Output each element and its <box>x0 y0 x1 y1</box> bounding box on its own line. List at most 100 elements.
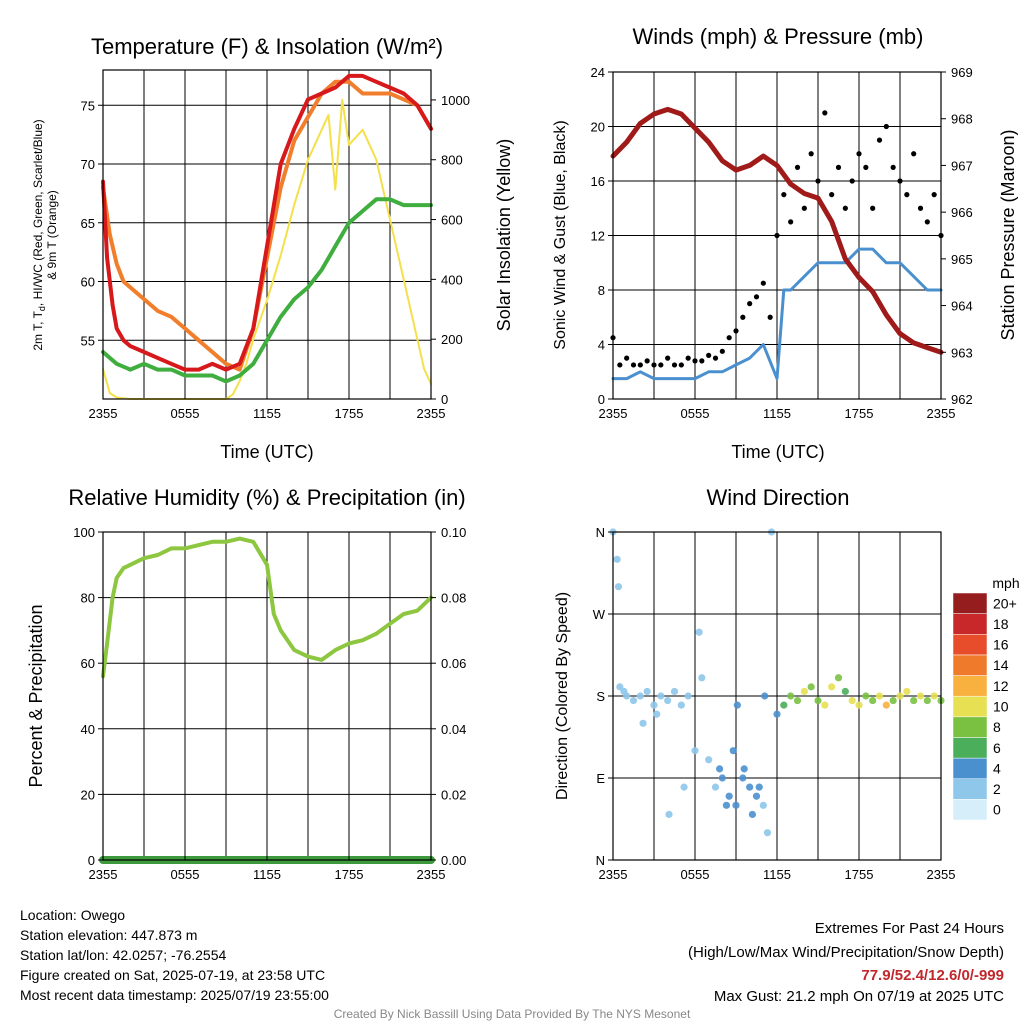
wind-direction-point <box>773 710 781 718</box>
temperature-xlabel: Time (UTC) <box>220 442 313 462</box>
legend-swatch <box>952 695 988 718</box>
y-tick-label: 24 <box>591 65 605 80</box>
y-right-tick-label: 0.10 <box>441 525 466 540</box>
x-tick-label: 1155 <box>763 406 791 421</box>
y-right-tick-label: 400 <box>441 272 463 287</box>
gust-point <box>883 123 889 130</box>
temperature-2m-line <box>101 73 433 372</box>
wind-direction-point <box>670 687 679 696</box>
wind-direction-point <box>780 701 788 709</box>
temperature-panel: Temperature (F) & Insolation (W/m²) Time… <box>31 34 514 462</box>
y-right-tick-label: 200 <box>441 332 463 347</box>
gust-point <box>794 164 801 170</box>
wind-direction-point <box>716 765 724 773</box>
y-right-tick-label: 0 <box>441 392 448 407</box>
wind-direction-point <box>800 687 808 696</box>
wind-direction-point <box>705 756 713 764</box>
gust-point <box>644 358 650 364</box>
wind-direction-point <box>695 628 703 636</box>
y-tick-label: 70 <box>81 157 95 172</box>
legend-label: 2 <box>993 781 1001 797</box>
wind-direction-point <box>725 792 733 800</box>
wind-direction-point <box>653 710 661 718</box>
winds-series <box>610 106 944 381</box>
gust-point <box>890 164 896 170</box>
wind-direction-point <box>639 719 647 727</box>
y-right-tick-label: 0.08 <box>441 591 466 606</box>
x-tick-label: 1155 <box>253 406 281 421</box>
gust-point <box>788 219 794 225</box>
gust-point <box>706 352 712 358</box>
speed-legend: 0 2 4 6 8 10 12 14 16 18 20+ <box>952 592 1017 821</box>
y-tick-label: 100 <box>73 525 95 540</box>
gust-point <box>822 110 828 116</box>
legend-label: 16 <box>993 637 1009 653</box>
wind-direction-ylabel: Direction (Colored By Speed) <box>554 592 571 800</box>
max-gust: Max Gust: 21.2 mph On 07/19 at 2025 UTC <box>713 988 1004 1005</box>
gust-point <box>842 205 848 211</box>
wind-direction-point <box>848 696 856 705</box>
wind-direction-point <box>755 783 763 791</box>
wind-direction-point <box>739 774 747 782</box>
gust-point <box>781 192 787 198</box>
temperature-ylabel: 2m T, Td, HI/WC (Red, Green, Scarlet/Blu… <box>31 119 47 350</box>
gust-point <box>856 151 862 157</box>
info-elevation: Station elevation: 447.873 m <box>20 927 198 943</box>
wind-direction-point <box>875 692 884 700</box>
x-tick-label: 0555 <box>171 406 200 421</box>
humidity-ylabel: Percent & Precipitation <box>26 604 46 787</box>
gust-point <box>870 205 876 211</box>
temperature-title: Temperature (F) & Insolation (W/m²) <box>91 34 443 59</box>
wind-direction-point <box>834 674 843 682</box>
wind-direction-point <box>677 701 685 709</box>
y-tick-label: 60 <box>81 275 95 290</box>
legend-swatch <box>952 654 988 676</box>
gust-point <box>801 205 807 211</box>
wind-direction-point <box>643 687 651 696</box>
y-tick-label: 16 <box>591 174 605 189</box>
legend-swatch <box>952 778 988 800</box>
wind-direction-panel: Wind Direction Direction (Colored By Spe… <box>554 485 1020 882</box>
x-tick-label: 1755 <box>845 406 874 421</box>
x-tick-label: 0555 <box>171 867 200 882</box>
gust-point <box>924 219 930 225</box>
wind-direction-point <box>807 683 815 691</box>
y-tick-label: 55 <box>81 333 95 348</box>
wind-direction-point <box>855 701 863 709</box>
y-tick-label: 75 <box>81 98 95 113</box>
gust-point <box>815 178 821 184</box>
wind-direction-point <box>691 747 699 755</box>
wind-direction-point <box>896 692 904 700</box>
x-tick-label: 1755 <box>335 867 364 882</box>
gust-point <box>911 151 917 157</box>
humidity-axes: 2355 0555 1155 1755 23550204060801000.000.02… <box>73 525 466 882</box>
y-right-tick-label: 966 <box>951 205 973 220</box>
y-tick-label: 20 <box>81 787 95 802</box>
humidity-title: Relative Humidity (%) & Precipitation (i… <box>68 485 465 510</box>
temperature-axes: 2355 0555 1155 1755 2355 55 60 65 70 75 0 200 400 600… <box>81 69 470 421</box>
wind-direction-point <box>862 692 870 700</box>
gust-point <box>835 164 842 170</box>
y-right-tick-label: 968 <box>951 112 973 127</box>
wind-direction-point <box>664 696 672 705</box>
y-right-tick-label: 0.00 <box>441 853 466 868</box>
wind-direction-point <box>841 687 849 696</box>
wind-direction-point <box>910 696 918 705</box>
wind-direction-point <box>657 692 665 700</box>
wind-direction-points <box>609 528 945 837</box>
legend-label: 12 <box>993 678 1009 694</box>
gust-point <box>897 178 903 184</box>
plot-frame <box>102 531 432 861</box>
wind-direction-point <box>650 701 658 709</box>
wind-direction-point <box>711 783 720 791</box>
x-tick-label: 1755 <box>845 867 874 882</box>
wind-direction-point <box>722 801 731 809</box>
wind-direction-point <box>821 701 829 709</box>
gust-point <box>931 192 937 198</box>
wind-direction-title: Wind Direction <box>706 485 849 510</box>
wind-direction-point <box>903 687 911 696</box>
gust-point <box>651 362 657 368</box>
gust-point <box>808 151 814 157</box>
